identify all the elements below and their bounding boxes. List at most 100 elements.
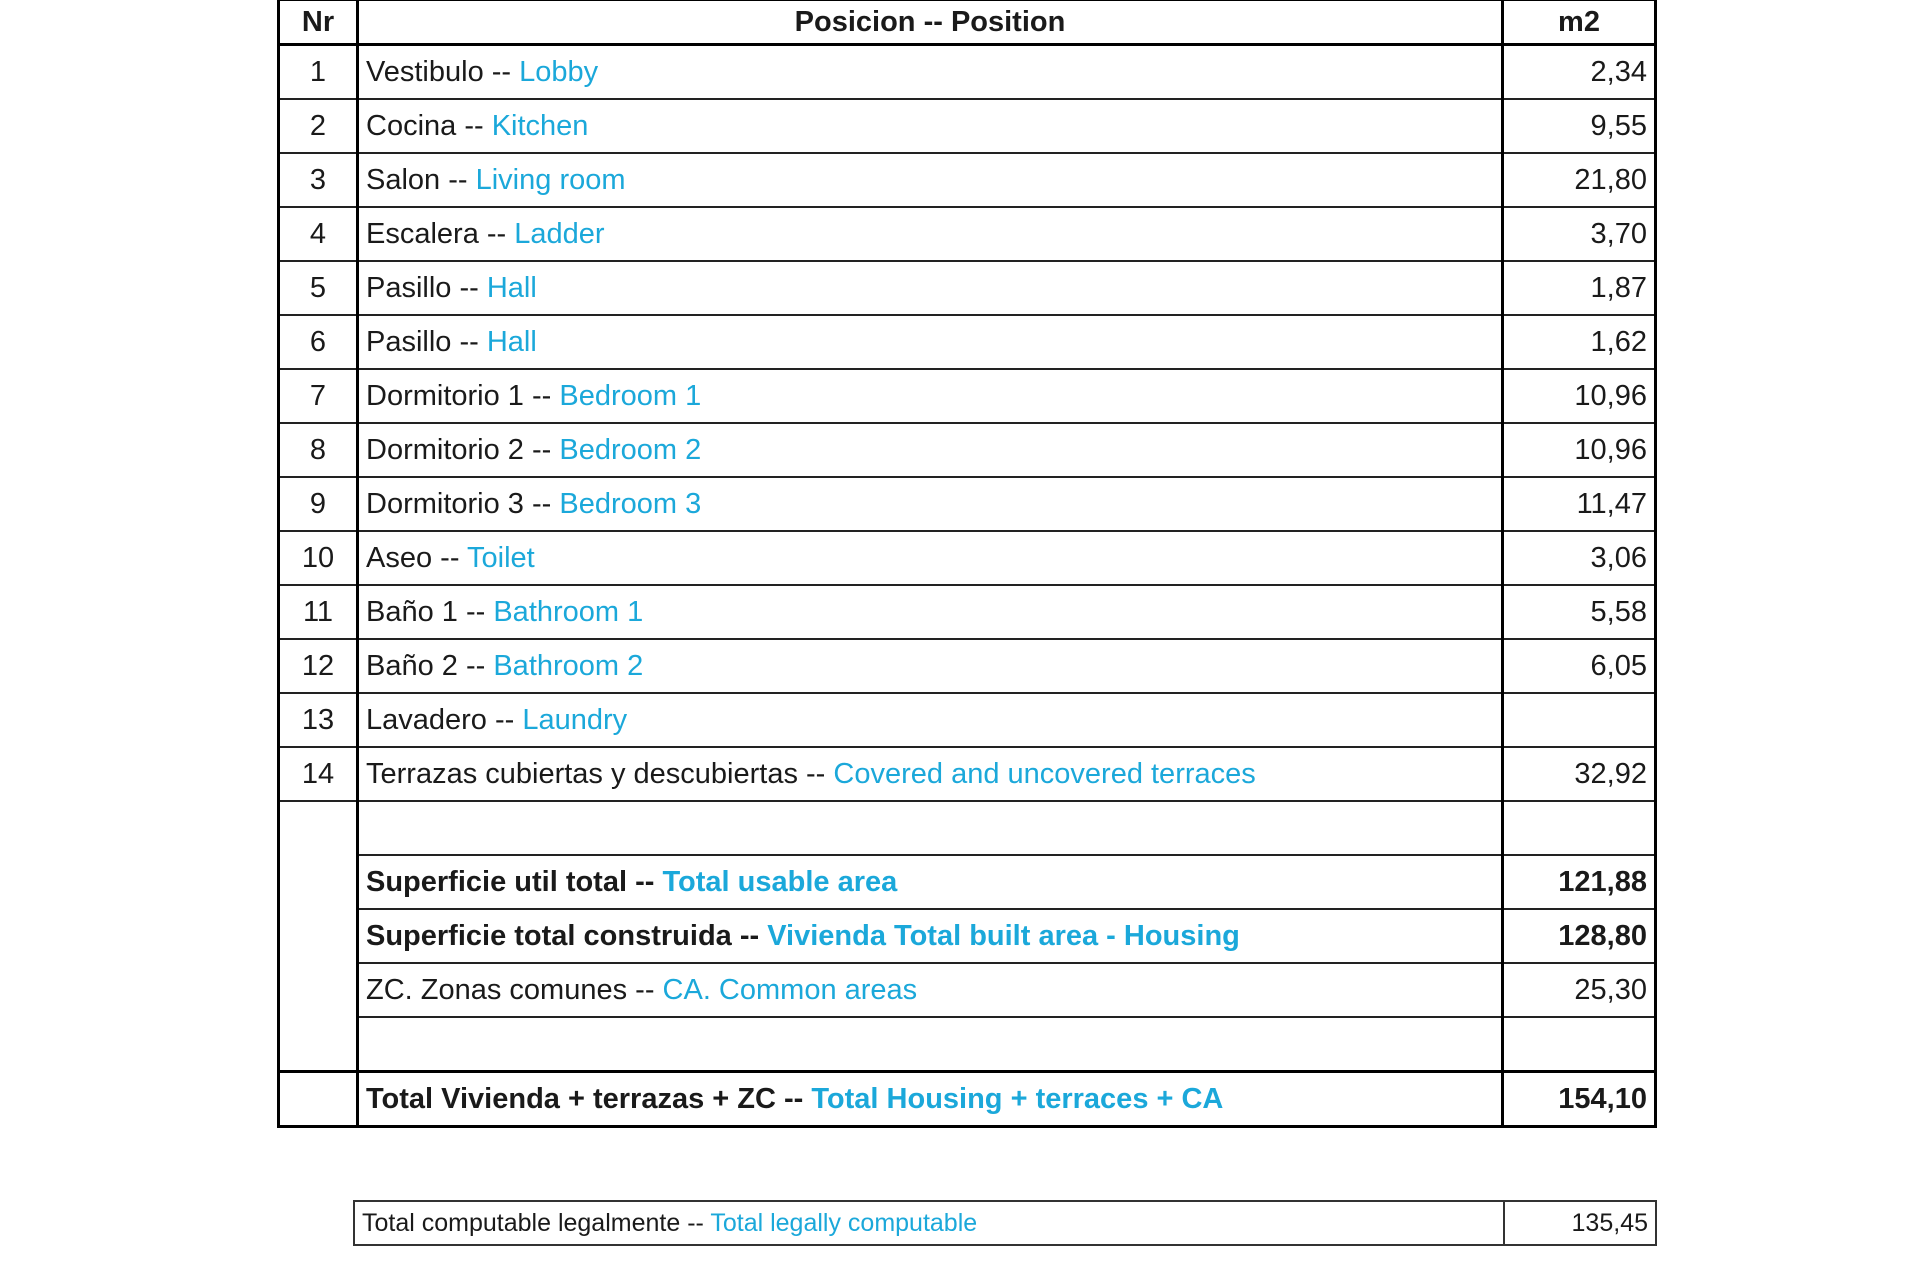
row-m2: 10,96 xyxy=(1501,369,1657,424)
row-m2: 6,05 xyxy=(1501,639,1657,694)
english-label: Bedroom 3 xyxy=(559,487,702,520)
row-position: Cocina -- Kitchen xyxy=(356,99,1504,154)
english-label: Hall xyxy=(486,325,537,358)
row-nr xyxy=(277,801,359,855)
english-label: Kitchen xyxy=(491,109,589,142)
row-nr: 14 xyxy=(277,747,359,802)
row-position: Lavadero -- Laundry xyxy=(356,693,1504,748)
row-position: Baño 2 -- Bathroom 2 xyxy=(356,639,1504,694)
english-label: Vivienda Total built area - Housing xyxy=(767,919,1240,952)
row-nr: 12 xyxy=(277,639,359,694)
row-m2: 128,80 xyxy=(1501,909,1657,964)
row-nr: 10 xyxy=(277,531,359,586)
row-position: Pasillo -- Hall xyxy=(356,315,1504,370)
row-m2: 1,87 xyxy=(1501,261,1657,316)
row-nr: 2 xyxy=(277,99,359,154)
built-area-row: Superficie total construida -- Vivienda … xyxy=(277,909,1657,964)
row-nr xyxy=(277,963,359,1017)
usable-area-row: Superficie util total -- Total usable ar… xyxy=(277,855,1657,910)
spanish-label: Dormitorio 3 -- xyxy=(366,487,560,520)
row-position xyxy=(356,801,1504,856)
row-nr: 13 xyxy=(277,693,359,748)
legal-table: Total computable legalmente -- Total leg… xyxy=(277,1200,1657,1246)
spanish-label: Dormitorio 2 -- xyxy=(366,433,560,466)
table-row: 1 Vestibulo -- Lobby 2,34 xyxy=(277,44,1657,100)
spanish-label: Aseo -- xyxy=(366,541,468,574)
row-position: Dormitorio 3 -- Bedroom 3 xyxy=(356,477,1504,532)
row-m2 xyxy=(1501,801,1657,856)
row-m2: 5,58 xyxy=(1501,585,1657,640)
row-position: Baño 1 -- Bathroom 1 xyxy=(356,585,1504,640)
table-row: 3 Salon -- Living room 21,80 xyxy=(277,153,1657,208)
row-position: Aseo -- Toilet xyxy=(356,531,1504,586)
row-position: Dormitorio 1 -- Bedroom 1 xyxy=(356,369,1504,424)
legal-label: Total computable legalmente -- Total leg… xyxy=(353,1200,1505,1246)
spanish-label: Escalera -- xyxy=(366,217,515,250)
spanish-label: Baño 2 -- xyxy=(366,649,494,682)
english-label: Ladder xyxy=(514,217,605,250)
english-label: Total Housing + terraces + CA xyxy=(811,1082,1224,1115)
spanish-label: Salon -- xyxy=(366,163,476,196)
spanish-label: Lavadero -- xyxy=(366,703,523,736)
row-m2: 154,10 xyxy=(1501,1070,1657,1127)
row-nr: 1 xyxy=(277,44,359,100)
row-nr xyxy=(277,1070,359,1127)
spanish-label: Vestibulo -- xyxy=(366,55,520,88)
row-position: Salon -- Living room xyxy=(356,153,1504,208)
spanish-label: Superficie util total -- xyxy=(366,865,663,898)
english-label: Living room xyxy=(475,163,626,196)
spanish-label: Pasillo -- xyxy=(366,271,487,304)
row-m2 xyxy=(1501,1017,1657,1073)
row-m2: 11,47 xyxy=(1501,477,1657,532)
english-label: Bathroom 2 xyxy=(493,649,644,682)
row-m2: 3,06 xyxy=(1501,531,1657,586)
english-label: Total usable area xyxy=(662,865,898,898)
blank-row xyxy=(277,801,1657,856)
header-position: Posicion -- Position xyxy=(356,0,1504,46)
table-row: 13 Lavadero -- Laundry xyxy=(277,693,1657,748)
row-m2: 3,70 xyxy=(1501,207,1657,262)
english-label: Bedroom 2 xyxy=(559,433,702,466)
spanish-label: Pasillo -- xyxy=(366,325,487,358)
row-m2: 32,92 xyxy=(1501,747,1657,802)
area-table: Nr Posicion -- Position m2 1 Vestibulo --… xyxy=(277,0,1657,1128)
row-m2: 121,88 xyxy=(1501,855,1657,910)
spanish-label: Baño 1 -- xyxy=(366,595,494,628)
row-position: Pasillo -- Hall xyxy=(356,261,1504,316)
row-nr xyxy=(277,1017,359,1072)
row-m2: 1,62 xyxy=(1501,315,1657,370)
row-nr: 4 xyxy=(277,207,359,262)
english-label: Covered and uncovered terraces xyxy=(833,757,1256,790)
table-row: 7 Dormitorio 1 -- Bedroom 1 10,96 xyxy=(277,369,1657,424)
english-label: Lobby xyxy=(519,55,599,88)
header-m2: m2 xyxy=(1501,0,1657,46)
row-nr: 11 xyxy=(277,585,359,640)
row-m2: 10,96 xyxy=(1501,423,1657,478)
row-position: Dormitorio 2 -- Bedroom 2 xyxy=(356,423,1504,478)
english-label: Hall xyxy=(486,271,537,304)
english-label: CA. Common areas xyxy=(662,973,918,1006)
row-nr: 9 xyxy=(277,477,359,532)
row-position: Total Vivienda + terrazas + ZC -- Total … xyxy=(356,1070,1504,1127)
grand-total-row: Total Vivienda + terrazas + ZC -- Total … xyxy=(277,1070,1657,1127)
table-row: 11 Baño 1 -- Bathroom 1 5,58 xyxy=(277,585,1657,640)
row-nr xyxy=(277,855,359,909)
table-row: 14 Terrazas cubiertas y descubiertas -- C… xyxy=(277,747,1657,802)
row-position: Vestibulo -- Lobby xyxy=(356,44,1504,100)
table-row: 9 Dormitorio 3 -- Bedroom 3 11,47 xyxy=(277,477,1657,532)
table-row: 2 Cocina -- Kitchen 9,55 xyxy=(277,99,1657,154)
spanish-label: Cocina -- xyxy=(366,109,492,142)
table-row: 12 Baño 2 -- Bathroom 2 6,05 xyxy=(277,639,1657,694)
spanish-label: Superficie total construida -- xyxy=(366,919,768,952)
row-nr: 6 xyxy=(277,315,359,370)
table-row: 5 Pasillo -- Hall 1,87 xyxy=(277,261,1657,316)
header-row: Nr Posicion -- Position m2 xyxy=(277,0,1657,46)
row-nr: 3 xyxy=(277,153,359,208)
header-nr: Nr xyxy=(277,0,359,46)
row-position xyxy=(356,1017,1504,1073)
row-position: Escalera -- Ladder xyxy=(356,207,1504,262)
legal-row: Total computable legalmente -- Total leg… xyxy=(277,1200,1657,1246)
spanish-label: ZC. Zonas comunes -- xyxy=(366,973,663,1006)
row-position: Superficie util total -- Total usable ar… xyxy=(356,855,1504,910)
row-m2: 2,34 xyxy=(1501,44,1657,100)
